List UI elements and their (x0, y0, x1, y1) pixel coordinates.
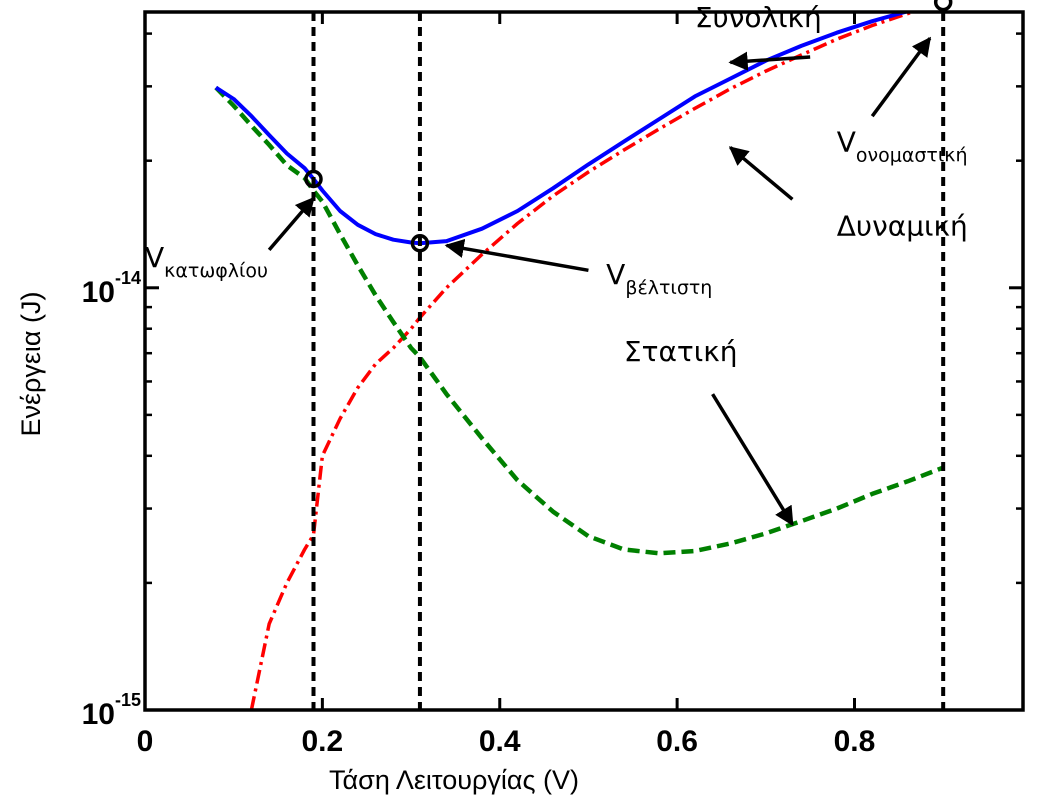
plot-frame (143, 10, 1025, 712)
x-tick-label-3: 0.6 (656, 725, 698, 758)
annotation-total: Συνολική (695, 1, 822, 34)
point-marker-2 (933, 0, 953, 12)
y-tick-base: 10 (82, 698, 115, 731)
annotations-group: ΣυνολικήΔυναμικήΣτατικήVονομαστικήVκατωφ… (145, 1, 968, 527)
annotation-dynamic-main: Δυναμική (837, 210, 968, 243)
point-marker-0 (304, 169, 323, 189)
series-group (214, 12, 945, 710)
vertical-lines-group (311, 12, 946, 710)
x-axis-label: Τάση Λειτουργίας (V) (329, 765, 579, 795)
annotation-vopt-sub: βέλτιστη (625, 277, 712, 299)
annotation-arrow-vopt (444, 238, 589, 273)
annotation-static: Στατική (624, 335, 738, 368)
annotation-vnom: Vονομαστική (837, 126, 968, 167)
y-tick-label-0: 10-15 (82, 690, 141, 731)
annotation-arrow-vnom (870, 36, 932, 118)
x-tick-label-0: 0 (137, 725, 154, 758)
y-axis-label: Ενέργεια (J) (16, 291, 46, 436)
annotation-static-main: Στατική (624, 335, 738, 368)
y-tick-exponent: -15 (115, 690, 141, 710)
point-marker-1 (410, 233, 430, 253)
y-tick-label-1: 10-14 (82, 268, 141, 309)
annotation-vnom-sub: ονομαστική (856, 145, 968, 167)
x-tick-label-1: 0.2 (302, 725, 344, 758)
series-line-static (214, 86, 945, 556)
series-line-dynamic (249, 12, 919, 710)
annotation-arrow-total (728, 51, 811, 71)
annotation-arrow-static (711, 393, 794, 527)
annotation-vopt: Vβέλτιστη (606, 258, 712, 299)
annotation-vthr-main: V (145, 241, 164, 274)
x-tick-label-2: 0.4 (479, 725, 521, 758)
x-tick-label-4: 0.8 (834, 725, 876, 758)
annotation-vthr-sub: κατωφλίου (164, 260, 268, 282)
annotation-vthr: Vκατωφλίου (145, 241, 268, 282)
markers-group (304, 0, 953, 253)
annotation-vopt-main: V (606, 258, 625, 291)
annotation-arrow-vthr (267, 196, 315, 251)
y-tick-exponent: -14 (115, 268, 141, 288)
annotation-dynamic: Δυναμική (837, 210, 968, 243)
annotation-total-main: Συνολική (695, 1, 822, 34)
annotation-arrow-dynamic (728, 146, 794, 201)
y-tick-base: 10 (82, 276, 115, 309)
annotation-vnom-main: V (837, 126, 856, 159)
